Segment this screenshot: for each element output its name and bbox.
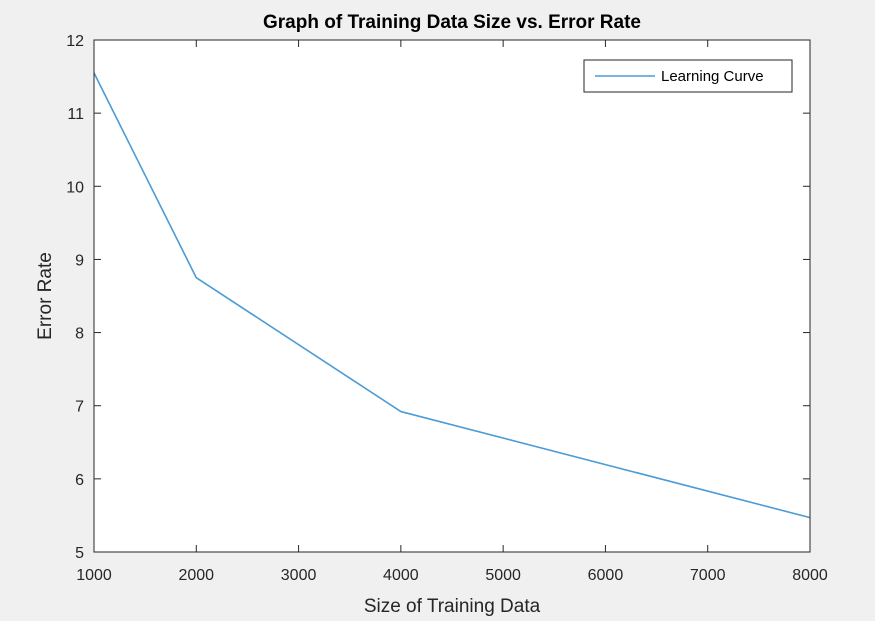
x-tick-label: 7000 bbox=[690, 567, 726, 584]
y-tick-label: 7 bbox=[75, 399, 84, 416]
y-tick-label: 9 bbox=[75, 252, 84, 269]
y-tick-label: 11 bbox=[67, 106, 84, 123]
x-tick-label: 8000 bbox=[792, 567, 828, 584]
series-layer bbox=[93, 72, 811, 519]
y-tick-labels: 5 6 7 8 9 10 11 12 bbox=[66, 33, 84, 562]
y-tick-label: 12 bbox=[66, 33, 84, 50]
axes-box bbox=[93, 39, 811, 553]
chart-title: Graph of Training Data Size vs. Error Ra… bbox=[263, 12, 641, 33]
legend: Learning Curve bbox=[583, 59, 793, 93]
series-line-learning-curve bbox=[93, 72, 811, 519]
y-axis-title: Error Rate bbox=[35, 252, 56, 340]
x-tick-label: 5000 bbox=[485, 567, 521, 584]
x-tick-label: 1000 bbox=[76, 567, 112, 584]
y-tick-label: 5 bbox=[75, 545, 84, 562]
y-tick-label: 6 bbox=[75, 472, 84, 489]
x-axis-title: Size of Training Data bbox=[364, 596, 541, 617]
y-tick-label: 8 bbox=[75, 326, 84, 343]
x-tick-label: 4000 bbox=[383, 567, 419, 584]
x-tick-labels: 1000 2000 3000 4000 5000 6000 7000 8000 bbox=[76, 567, 828, 584]
legend-label-learning-curve: Learning Curve bbox=[661, 68, 764, 85]
x-tick-label: 3000 bbox=[281, 567, 317, 584]
x-tick-label: 2000 bbox=[178, 567, 214, 584]
x-tick-label: 6000 bbox=[588, 567, 624, 584]
y-tick-label: 10 bbox=[66, 179, 84, 196]
plot-area bbox=[94, 40, 810, 552]
